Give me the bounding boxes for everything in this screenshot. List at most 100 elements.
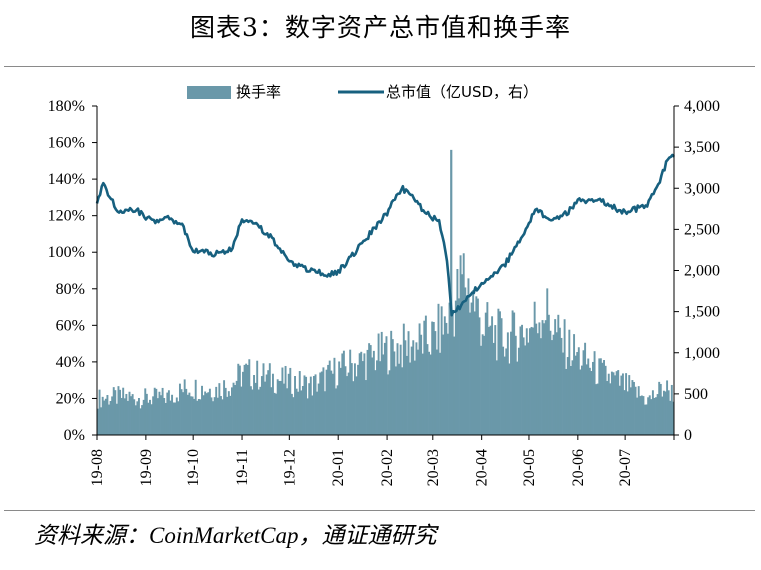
x-tick-label: 19-10 [185,449,202,486]
turnover-bar [565,368,568,435]
turnover-bar [208,388,211,435]
turnover-bar [394,366,397,435]
turnover-bar [633,381,635,435]
turnover-bar [191,396,194,435]
turnover-bar [484,312,487,435]
turnover-bar [536,333,539,435]
turnover-bar [259,386,262,435]
right-y-tick-label: 2,000 [684,263,720,280]
right-y-tick-label: 4,000 [684,98,720,115]
turnover-bar [459,255,462,435]
turnover-bar [320,371,323,435]
turnover-bar [429,354,432,435]
left-y-tick-label: 180% [48,98,85,115]
turnover-bar [442,334,445,435]
turnover-bar [292,397,295,435]
turnover-bar [371,357,374,435]
turnover-bar [492,342,495,435]
turnover-bar [601,362,604,435]
turnover-bar [221,399,224,435]
turnover-bar [281,367,284,435]
right-y-tick-label: 0 [684,427,692,444]
turnover-bar [294,376,296,435]
turnover-bar [283,383,285,435]
turnover-bar [464,287,467,435]
x-tick-label: 20-02 [379,449,396,486]
turnover-bar [396,343,399,435]
turnover-bar [207,392,210,435]
turnover-bar [229,395,232,435]
turnover-bar [620,375,623,435]
turnover-bar [517,347,520,435]
source-note: 资料来源：CoinMarketCap，通证通研究 [34,523,437,548]
x-tick-label: 20-05 [521,449,538,486]
turnover-bar [500,318,503,435]
turnover-bar [161,387,164,435]
x-tick-label: 20-06 [570,449,587,486]
turnover-bar [569,365,572,435]
turnover-bar [130,396,133,435]
turnover-bar [149,399,151,435]
turnover-bar [322,367,325,435]
turnover-bar [462,253,465,435]
turnover-bar [368,343,371,435]
turnover-bar [551,340,553,435]
turnover-bar [103,400,106,435]
turnover-bar [119,389,121,435]
turnover-bar [180,389,183,435]
turnover-bar [286,388,289,435]
turnover-bar [640,395,643,435]
turnover-bar [510,331,512,435]
turnover-bar [495,360,498,435]
turnover-bar [606,381,609,435]
turnover-bar [667,390,670,435]
turnover-bar [202,395,205,435]
turnover-bar [167,390,170,435]
turnover-bar [290,393,293,435]
turnover-bar [215,386,218,435]
turnover-bar [514,335,517,435]
turnover-bar [568,329,571,435]
turnover-bar [636,397,639,435]
turnover-bar [437,303,440,435]
turnover-bar [194,379,197,435]
turnover-bar [590,371,593,435]
turnover-bar [295,388,298,435]
source-rule [4,510,755,511]
turnover-bar [566,357,569,435]
turnover-bar [519,326,522,435]
turnover-bar [388,370,391,435]
turnover-bar [199,399,202,435]
turnover-bar [418,323,421,435]
marketcap-line-layer [95,153,675,317]
turnover-bar [634,386,637,435]
turnover-bar [98,389,101,435]
turnover-bar [204,391,207,435]
turnover-bar [628,375,631,435]
turnover-bar [109,401,112,435]
turnover-bar [521,324,524,435]
turnover-bar [410,346,413,435]
turnover-bar [325,369,328,435]
turnover-bar [625,373,628,435]
turnover-bar [650,399,653,435]
turnover-bar [347,372,350,435]
turnover-bar [461,274,464,435]
turnover-bar [473,311,476,435]
turnover-bar [224,387,227,435]
turnover-bar [481,334,484,435]
turnover-bar [451,311,454,435]
turnover-bar [186,394,189,435]
turnover-bar [669,400,672,435]
turnover-bar [574,355,577,435]
turnover-bar [409,362,412,435]
turnover-bar [443,316,446,435]
turnover-bar [298,371,301,435]
turnover-bar [346,376,349,435]
turnover-bar [387,374,390,435]
turnover-bars [97,149,675,435]
turnover-bar [478,317,481,435]
turnover-bar [271,373,274,435]
turnover-bar [245,363,248,435]
turnover-bar [97,408,99,435]
